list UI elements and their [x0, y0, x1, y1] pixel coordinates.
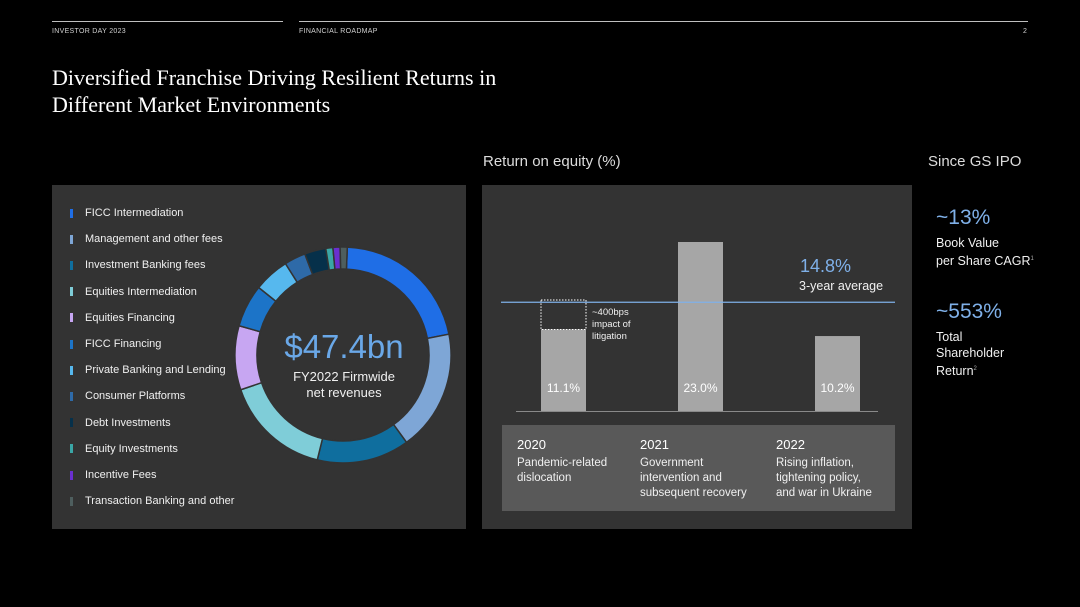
year-2021-desc-line3: subsequent recovery: [640, 487, 747, 499]
legend-label: Debt Investments: [85, 416, 171, 429]
legend-swatch: [70, 470, 73, 480]
year-2020: 2020: [517, 437, 546, 452]
tsr-label-line2: Shareholder: [936, 346, 1005, 360]
bar-value-label-2020: 11.1%: [546, 381, 581, 395]
year-2022: 2022: [776, 437, 805, 452]
litigation-note: ~400bps impact of litigation: [592, 307, 631, 343]
legend-swatch: [70, 313, 73, 323]
legend-label: Incentive Fees: [85, 469, 157, 481]
header-rule-right: [299, 21, 1028, 22]
year-2021: 2021: [640, 437, 669, 452]
legend-item-incentive-fees: Incentive Fees: [70, 468, 157, 482]
donut-center-label-line1: FY2022 Firmwide: [293, 369, 395, 384]
bvps-cagr-label: Book Value per Share CAGR1: [936, 235, 1034, 269]
legend-label: Private Banking and Lending: [85, 364, 226, 377]
tsr-label-text: Return: [936, 364, 974, 379]
legend-swatch: [70, 365, 73, 375]
legend-item-equity-investments: Equity Investments: [70, 442, 178, 456]
page-number: 2: [1023, 28, 1028, 35]
title-line-1: Diversified Franchise Driving Resilient …: [52, 65, 497, 90]
legend-swatch: [70, 260, 73, 270]
page-title: Diversified Franchise Driving Resilient …: [52, 64, 496, 118]
legend-label: Investment Banking fees: [85, 259, 206, 272]
title-line-2: Different Market Environments: [52, 92, 331, 117]
legend-item-consumer-platforms: Consumer Platforms: [70, 389, 185, 403]
year-2020-desc-line1: Pandemic-related: [517, 457, 608, 469]
legend-label: FICC Intermediation: [85, 207, 184, 219]
header-section: FINANCIAL ROADMAP: [299, 28, 378, 35]
footnote-2: 2: [973, 366, 977, 372]
header-event: INVESTOR DAY 2023: [52, 28, 126, 35]
roe-title: Return on equity (%): [483, 153, 621, 170]
legend-swatch: [70, 444, 73, 454]
footnote-1: 1: [1030, 256, 1034, 262]
legend-swatch: [70, 287, 73, 297]
tsr-label-line1: Total: [936, 330, 963, 344]
bvps-cagr-label-text: per Share CAGR: [936, 254, 1031, 269]
litigation-note-line2: impact of: [592, 319, 631, 330]
legend-item-ficc-intermediation: FICC Intermediation: [70, 206, 183, 220]
donut-center-label: FY2022 Firmwide net revenues: [258, 369, 430, 401]
year-2021-desc-line2: intervention and: [640, 472, 722, 484]
litigation-note-line1: ~400bps: [592, 307, 629, 318]
legend-item-transaction-banking-and-other: Transaction Banking and other: [70, 494, 234, 508]
bar-value-label-2022: 10.2%: [820, 381, 855, 395]
legend-label: Equity Investments: [85, 442, 178, 455]
bvps-cagr-label-line2: per Share CAGR1: [936, 251, 1034, 269]
legend-swatch: [70, 208, 73, 218]
year-2022-desc: Rising inflation, tightening policy, and…: [776, 456, 872, 501]
legend-item-equities-financing: Equities Financing: [70, 311, 175, 325]
tsr-label: Total Shareholder Return2: [936, 329, 1004, 379]
legend-swatch: [70, 339, 73, 349]
year-2022-desc-line1: Rising inflation,: [776, 457, 854, 469]
legend-item-investment-banking-fees: Investment Banking fees: [70, 258, 205, 272]
legend-swatch: [70, 496, 73, 506]
donut-center-value: $47.4bn: [284, 328, 404, 365]
bar-value-label-2021: 23.0%: [683, 381, 718, 395]
donut-center-label-line2: net revenues: [306, 385, 382, 400]
legend-label: Management and other fees: [85, 233, 223, 246]
legend-label: Equities Intermediation: [85, 285, 197, 298]
tsr-label-line3: Return2: [936, 361, 1004, 379]
legend-label: Consumer Platforms: [85, 390, 186, 403]
legend-label: FICC Financing: [85, 338, 162, 350]
legend-item-private-banking-and-lending: Private Banking and Lending: [70, 363, 226, 377]
header-rule-left: [52, 21, 283, 22]
average-value: 14.8%: [800, 256, 852, 276]
year-2020-desc: Pandemic-related dislocation: [517, 456, 607, 486]
legend-swatch: [70, 234, 73, 244]
year-2020-desc-line2: dislocation: [517, 472, 572, 484]
year-2021-desc: Government intervention and subsequent r…: [640, 456, 747, 501]
year-context-panel: [502, 425, 895, 511]
legend-item-equities-intermediation: Equities Intermediation: [70, 285, 197, 299]
legend-swatch: [70, 391, 73, 401]
legend-item-ficc-financing: FICC Financing: [70, 337, 161, 351]
year-2021-desc-line1: Government: [640, 457, 704, 469]
legend-label: Transaction Banking and other: [85, 495, 235, 508]
year-2022-desc-line3: and war in Ukraine: [776, 487, 872, 499]
ipo-title: Since GS IPO: [928, 153, 1022, 170]
average-label: 3-year average: [799, 279, 884, 293]
tsr-value: ~553%: [936, 300, 1002, 323]
bvps-cagr-value: ~13%: [936, 206, 991, 229]
legend-label: Equities Financing: [85, 311, 175, 324]
year-2022-desc-line2: tightening policy,: [776, 472, 861, 484]
litigation-note-line3: litigation: [592, 331, 627, 342]
legend-item-management-and-other-fees: Management and other fees: [70, 232, 223, 246]
legend-swatch: [70, 418, 73, 428]
bvps-cagr-label-line1: Book Value: [936, 236, 1000, 250]
legend-item-debt-investments: Debt Investments: [70, 416, 171, 430]
